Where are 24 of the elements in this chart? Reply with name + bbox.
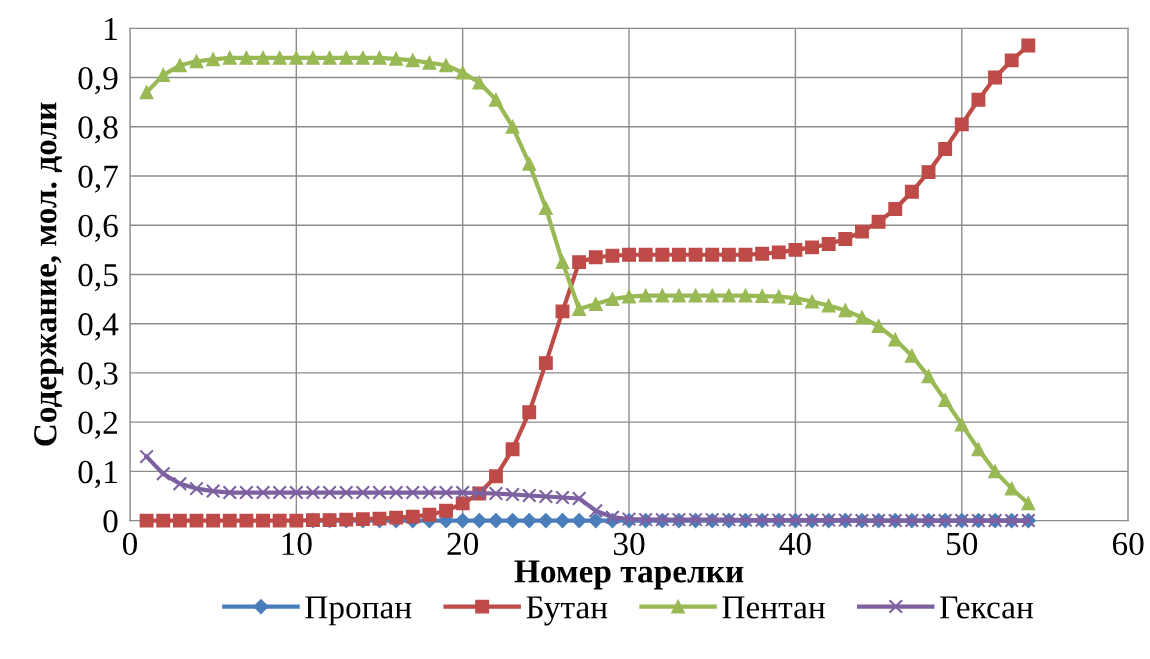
x-tick-label: 50 bbox=[947, 532, 978, 556]
y-tick-label: 0,5 bbox=[78, 263, 118, 292]
y-tick-label: 0,1 bbox=[78, 460, 117, 489]
y-tick-label: 1 bbox=[105, 17, 117, 40]
x-axis-title: Номер тарелки bbox=[514, 560, 744, 590]
legend-label: Пропан bbox=[305, 596, 412, 626]
x-tick-label: 20 bbox=[447, 532, 479, 556]
y-tick-label: 0,3 bbox=[78, 362, 118, 390]
y-tick-label: 0,7 bbox=[78, 165, 118, 193]
legend-label: Пентан bbox=[722, 596, 825, 619]
y-tick-label: 0,4 bbox=[78, 313, 119, 341]
y-tick-label: 0,9 bbox=[78, 66, 118, 95]
x-tick-label: 60 bbox=[1112, 532, 1144, 556]
x-tick-label: 10 bbox=[282, 532, 312, 556]
y-tick-label: 0,8 bbox=[78, 116, 118, 144]
x-tick-label: 40 bbox=[779, 532, 811, 556]
x-tick-label: 30 bbox=[613, 532, 645, 556]
y-tick-label: 0,6 bbox=[78, 214, 118, 242]
y-tick-label: 0,2 bbox=[78, 411, 117, 439]
legend-label: Бутан bbox=[526, 596, 608, 626]
x-tick-label: 0 bbox=[122, 532, 138, 556]
y-tick-label: 0 bbox=[103, 510, 118, 533]
y-axis-title: Содержание, мол. доли bbox=[34, 102, 64, 446]
legend-label: Гексан bbox=[940, 596, 1034, 619]
